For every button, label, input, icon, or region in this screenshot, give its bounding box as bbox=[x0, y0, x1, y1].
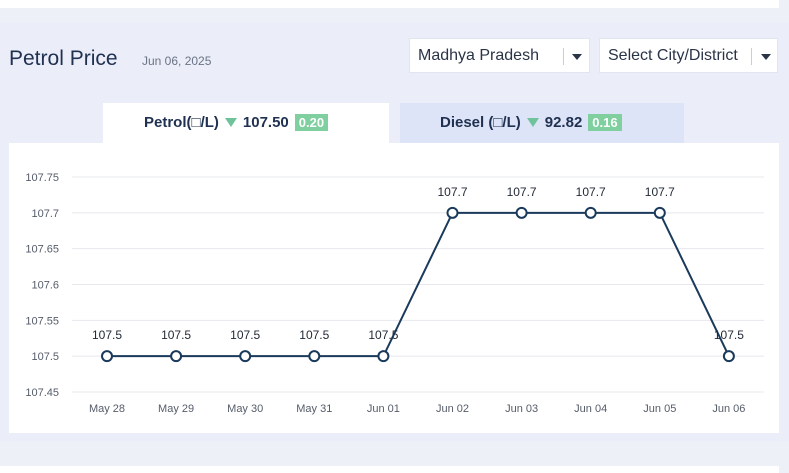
x-tick-label: May 28 bbox=[89, 403, 125, 415]
y-tick-label: 107.75 bbox=[25, 172, 59, 184]
data-label: 107.7 bbox=[645, 185, 675, 199]
y-tick-label: 107.55 bbox=[25, 315, 59, 327]
data-point bbox=[584, 206, 597, 219]
city-dropdown-value: Select City/District bbox=[608, 47, 738, 64]
tab-petrol[interactable]: Petrol(□/L) 107.50 0.20 bbox=[103, 103, 389, 143]
x-tick-label: May 30 bbox=[227, 403, 263, 415]
change-badge: 0.16 bbox=[588, 114, 622, 131]
city-dropdown[interactable]: Select City/District bbox=[599, 38, 778, 73]
data-point bbox=[515, 206, 528, 219]
data-label: 107.5 bbox=[368, 328, 398, 342]
data-label: 107.7 bbox=[437, 185, 467, 199]
x-tick-label: Jun 06 bbox=[712, 403, 745, 415]
trend-down-icon bbox=[526, 118, 539, 127]
page-title: Petrol Price bbox=[9, 47, 118, 70]
dropdown-separator bbox=[563, 48, 564, 65]
x-tick-label: May 29 bbox=[158, 403, 194, 415]
price-series-line bbox=[107, 211, 730, 358]
dropdown-separator bbox=[751, 48, 752, 65]
y-tick-label: 107.5 bbox=[31, 351, 59, 363]
x-tick-label: Jun 01 bbox=[367, 403, 400, 415]
data-point bbox=[446, 206, 459, 219]
data-point bbox=[308, 350, 321, 363]
data-label: 107.7 bbox=[507, 185, 537, 199]
tab-petrol-price: 107.50 bbox=[242, 114, 289, 131]
x-tick-label: Jun 04 bbox=[574, 403, 607, 415]
data-point bbox=[377, 350, 390, 363]
trend-down-icon bbox=[224, 118, 237, 127]
x-tick-label: Jun 02 bbox=[436, 403, 469, 415]
change-badge: 0.20 bbox=[294, 114, 329, 131]
x-tick-label: Jun 05 bbox=[643, 403, 676, 415]
data-point bbox=[101, 350, 113, 363]
tab-diesel-price: 92.82 bbox=[544, 114, 583, 131]
top-strip bbox=[0, 0, 779, 8]
price-chart-card: 107.75 107.7 107.65 107.6 107.55 107.5 107.45 … bbox=[9, 143, 779, 433]
data-point bbox=[170, 350, 183, 363]
y-tick-label: 107.6 bbox=[31, 280, 59, 292]
data-label: 107.5 bbox=[714, 328, 744, 342]
data-point bbox=[239, 350, 252, 363]
y-tick-label: 107.7 bbox=[31, 208, 59, 220]
tab-diesel-label: Diesel (□/L) bbox=[440, 114, 521, 131]
data-label: 107.5 bbox=[92, 328, 122, 342]
chevron-down-icon[interactable] bbox=[761, 54, 771, 60]
x-tick-label: May 31 bbox=[296, 403, 332, 415]
bottom-strip bbox=[0, 466, 779, 473]
y-tick-label: 107.65 bbox=[25, 244, 59, 256]
data-label: 107.7 bbox=[576, 185, 606, 199]
data-label: 107.5 bbox=[161, 328, 191, 342]
state-dropdown[interactable]: Madhya Pradesh bbox=[409, 38, 590, 73]
data-point bbox=[722, 350, 735, 363]
page-date: Jun 06, 2025 bbox=[142, 54, 212, 68]
tab-diesel[interactable]: Diesel (□/L) 92.82 0.16 bbox=[400, 103, 684, 143]
y-tick-label: 107.45 bbox=[25, 387, 59, 399]
x-tick-label: Jun 03 bbox=[505, 403, 538, 415]
price-line-chart: 107.75107.7107.65107.6107.55107.5107.45 … bbox=[25, 172, 764, 415]
data-label: 107.5 bbox=[230, 328, 260, 342]
state-dropdown-value: Madhya Pradesh bbox=[418, 47, 539, 64]
data-label: 107.5 bbox=[299, 328, 329, 342]
tab-petrol-label: Petrol(□/L) bbox=[144, 114, 219, 131]
chevron-down-icon[interactable] bbox=[572, 54, 582, 60]
data-point bbox=[653, 206, 666, 219]
